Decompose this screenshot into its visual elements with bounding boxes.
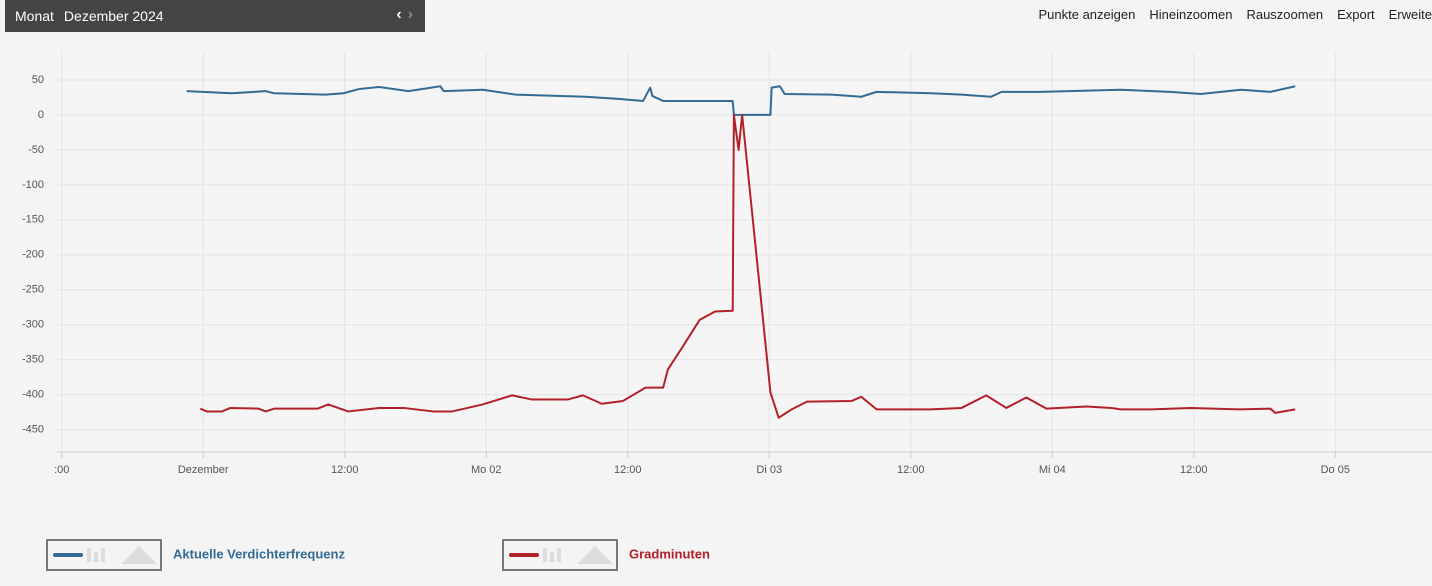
x-tick-label: Di 03 (756, 464, 782, 476)
legend-icon (557, 548, 561, 562)
y-tick-label: -150 (22, 214, 44, 226)
period-label: Monat (15, 8, 54, 24)
legend-icon (94, 552, 98, 562)
legend-icon (121, 546, 157, 564)
legend-icon (101, 548, 105, 562)
y-tick-label: -400 (22, 389, 44, 401)
x-tick-label: 12:00 (614, 464, 642, 476)
legend-label: Gradminuten (629, 546, 710, 561)
legend-icon (543, 548, 547, 562)
x-tick-label: Do 05 (1321, 464, 1350, 476)
period-nav: ‹ › (396, 6, 413, 24)
y-tick-label: -250 (22, 284, 44, 296)
toolbar-button[interactable]: Hineinzoomen (1149, 7, 1233, 22)
plot-area (57, 52, 1432, 452)
toolbar-button[interactable]: Rauszoomen (1246, 7, 1324, 22)
x-tick-label: 12:00 (897, 464, 925, 476)
toolbar-button[interactable]: Punkte anzeigen (1038, 7, 1136, 22)
legend-icon (87, 548, 91, 562)
y-tick-label: 50 (32, 74, 44, 86)
legend-label: Aktuelle Verdichterfrequenz (173, 546, 345, 561)
prev[interactable]: ‹ (396, 6, 402, 23)
y-tick-label: -350 (22, 354, 44, 366)
next[interactable]: › (407, 6, 413, 23)
toolbar-button[interactable]: Export (1337, 7, 1375, 22)
x-tick-label: Mo 02 (471, 464, 502, 476)
y-tick-label: -450 (22, 424, 44, 436)
y-tick-label: 0 (38, 109, 44, 121)
x-tick-label: 12:00 (331, 464, 359, 476)
legend-icon (550, 552, 554, 562)
y-tick-label: -300 (22, 319, 44, 331)
x-tick-label: Dezember (178, 464, 229, 476)
series-line (186, 85, 1296, 116)
series-line (199, 113, 1296, 419)
x-tick-label: 12:00 (1180, 464, 1208, 476)
y-tick-label: -100 (22, 179, 44, 191)
legend-icon (577, 546, 613, 564)
y-tick-label: -200 (22, 249, 44, 261)
period: Dezember 2024 (63, 8, 164, 24)
toolbar-button[interactable]: Erweite (1388, 7, 1432, 22)
y-tick-label: -50 (28, 144, 44, 156)
period-bar: Monat Dezember 2024 ‹ › (5, 0, 425, 32)
toolbar: Punkte anzeigen Hineinzoomen Rauszoomen Exp… (1024, 7, 1432, 22)
x-tick-label: :00 (54, 464, 69, 476)
x-tick-label: Mi 04 (1039, 464, 1066, 476)
